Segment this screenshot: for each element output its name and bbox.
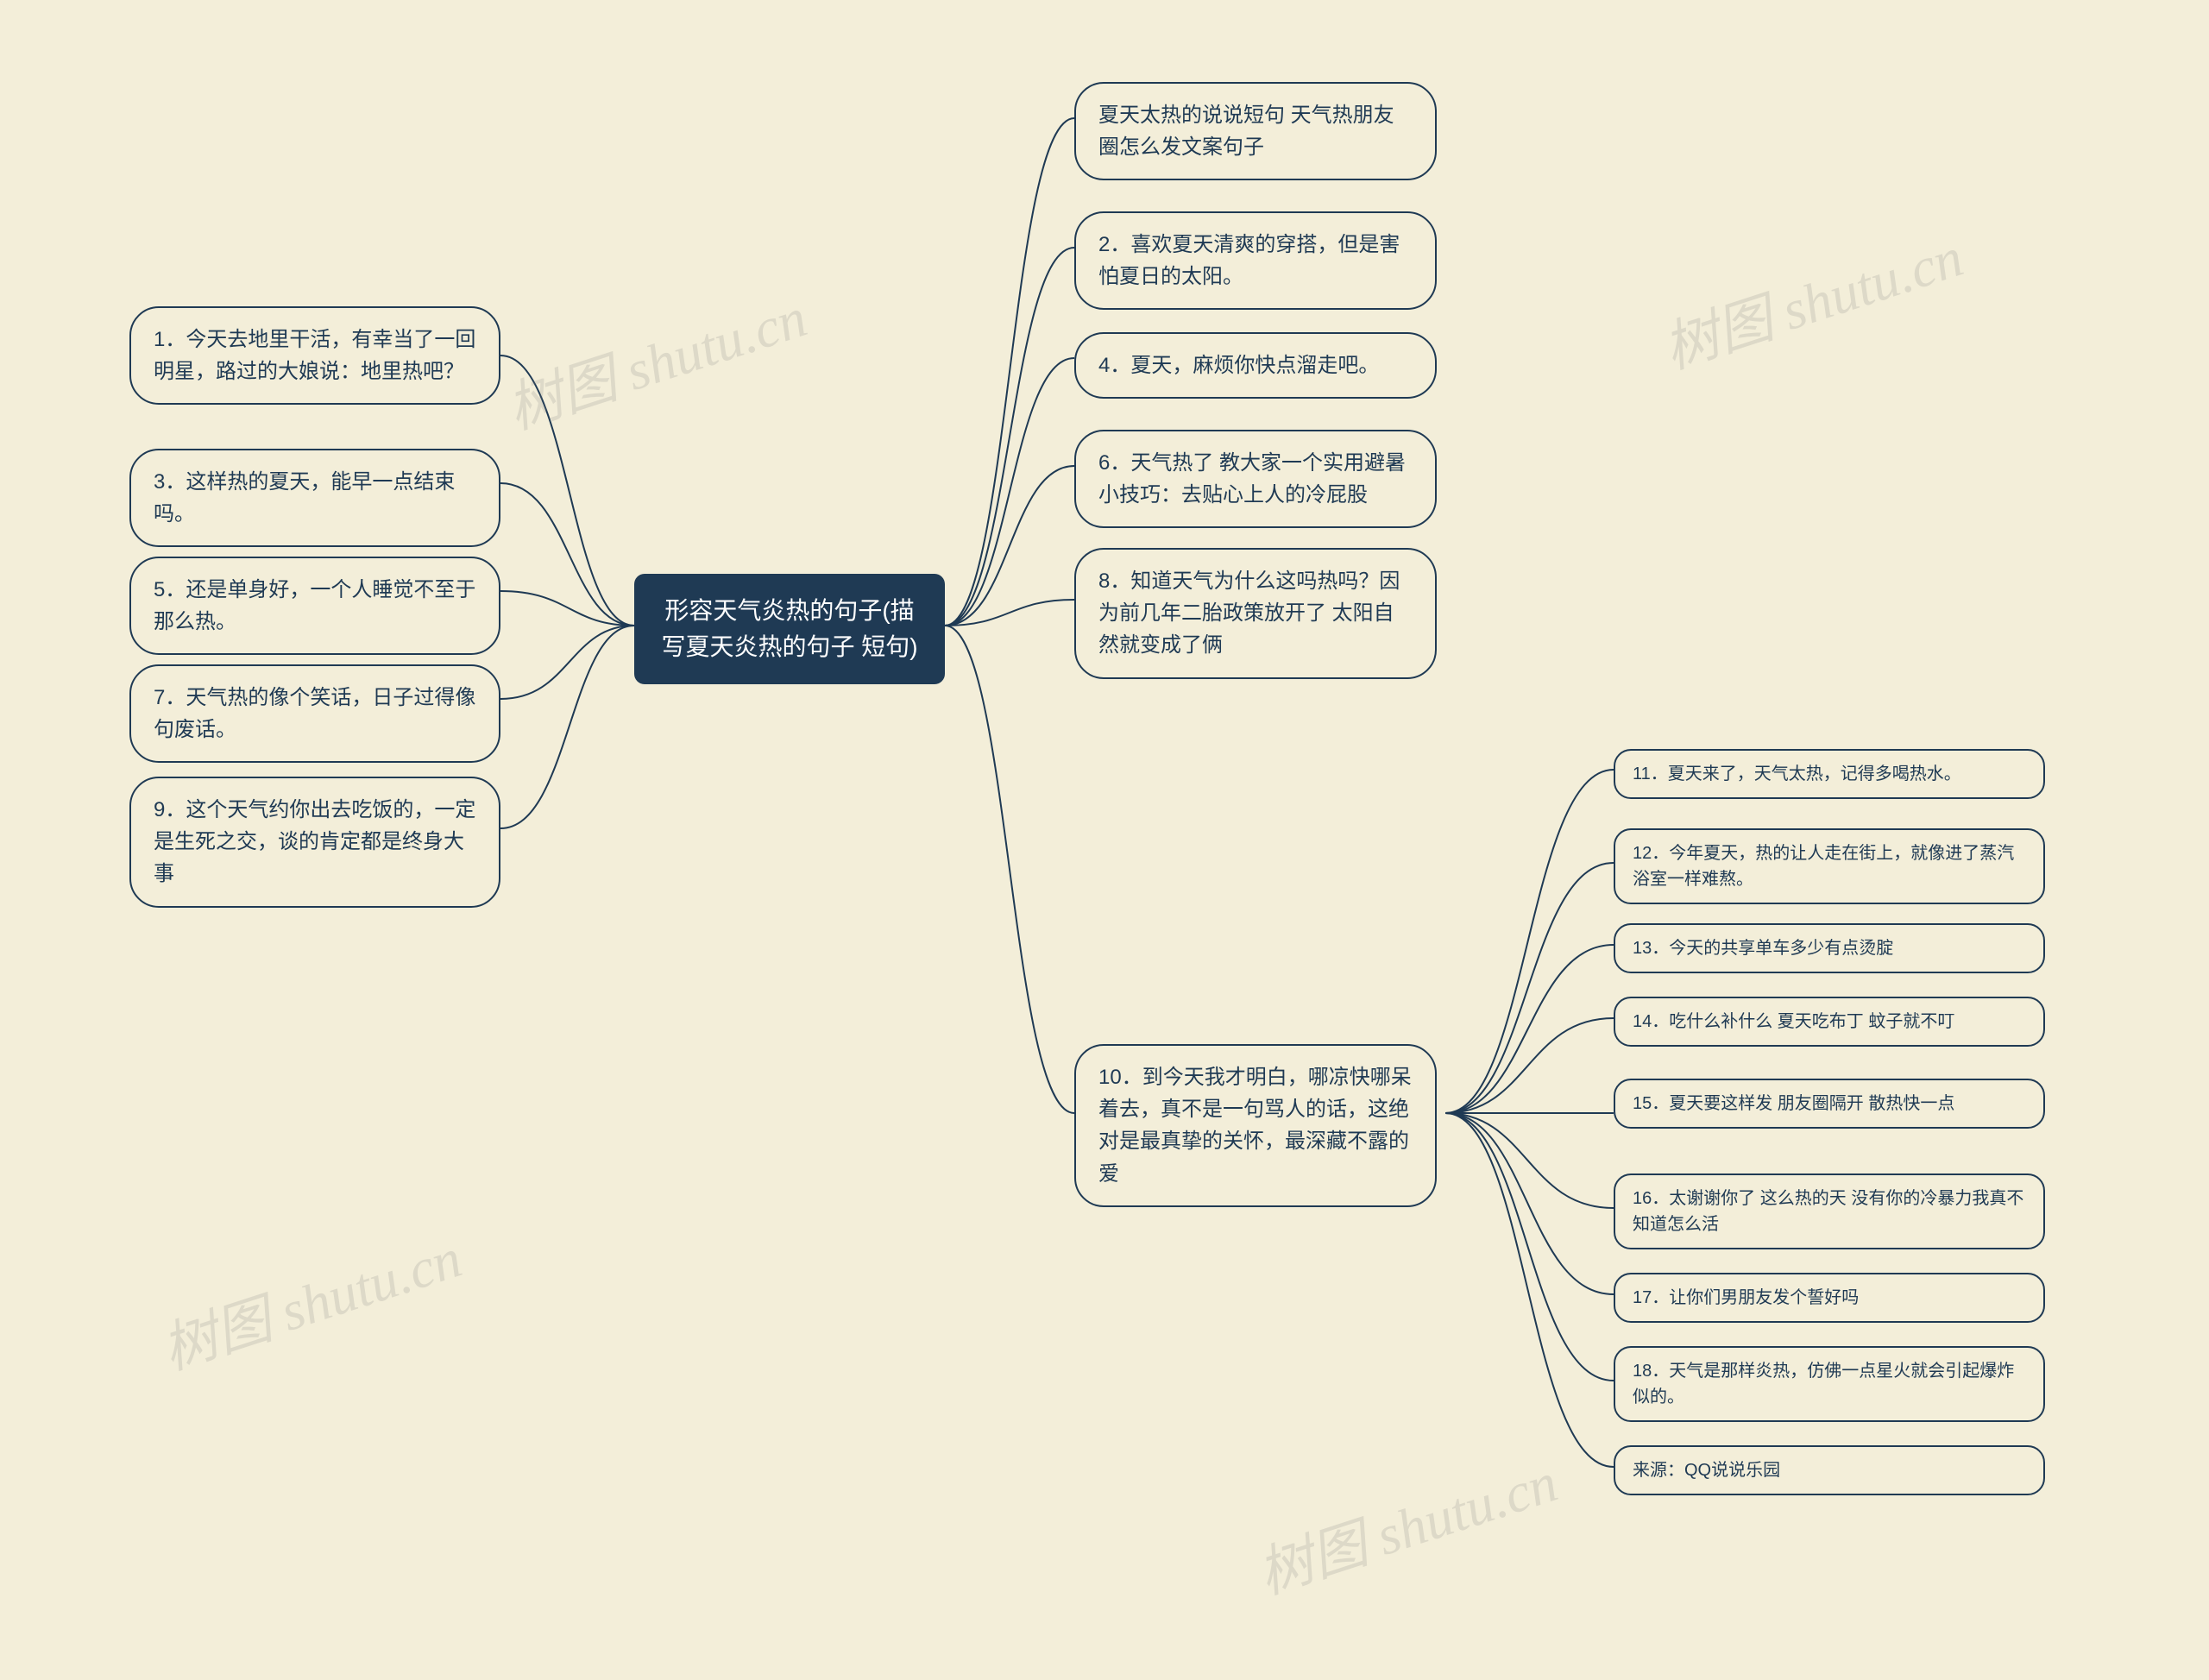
left-child-5[interactable]: 9．这个天气约你出去吃饭的，一定是生死之交，谈的肯定都是终身大事 [129, 777, 500, 908]
left-child-4[interactable]: 7．天气热的像个笑话，日子过得像句废话。 [129, 664, 500, 763]
node-label: 13．今天的共享单车多少有点烫腚 [1633, 939, 1893, 958]
node-label: 6．天气热了 教大家一个实用避暑小技巧：去贴心上人的冷屁股 [1098, 451, 1406, 507]
right-child-3[interactable]: 4．夏天，麻烦你快点溜走吧。 [1074, 332, 1437, 399]
right-child-4[interactable]: 6．天气热了 教大家一个实用避暑小技巧：去贴心上人的冷屁股 [1074, 430, 1437, 528]
leaf-source[interactable]: 来源：QQ说说乐园 [1614, 1445, 2045, 1495]
leaf-14[interactable]: 14．吃什么补什么 夏天吃布丁 蚊子就不叮 [1614, 997, 2045, 1047]
root-node[interactable]: 形容天气炎热的句子(描写夏天炎热的句子 短句) [634, 574, 945, 684]
leaf-16[interactable]: 16．太谢谢你了 这么热的天 没有你的冷暴力我真不知道怎么活 [1614, 1173, 2045, 1249]
right-child-5[interactable]: 8．知道天气为什么这吗热吗？因为前几年二胎政策放开了 太阳自然就变成了俩 [1074, 548, 1437, 679]
leaf-11[interactable]: 11．夏天来了，天气太热，记得多喝热水。 [1614, 749, 2045, 799]
node-label: 11．夏天来了，天气太热，记得多喝热水。 [1633, 764, 1961, 783]
node-label: 2．喜欢夏天清爽的穿搭，但是害怕夏日的太阳。 [1098, 233, 1400, 288]
root-label: 形容天气炎热的句子(描写夏天炎热的句子 短句) [661, 597, 917, 660]
leaf-15[interactable]: 15．夏天要这样发 朋友圈隔开 散热快一点 [1614, 1079, 2045, 1129]
watermark: 树图 shutu.cn [1247, 1438, 1566, 1609]
node-label: 14．吃什么补什么 夏天吃布丁 蚊子就不叮 [1633, 1012, 1954, 1031]
leaf-18[interactable]: 18．天气是那样炎热，仿佛一点星火就会引起爆炸似的。 [1614, 1346, 2045, 1422]
watermark: 树图 shutu.cn [151, 1214, 470, 1385]
right-child-6[interactable]: 10．到今天我才明白，哪凉快哪呆着去，真不是一句骂人的话，这绝对是最真挚的关怀，… [1074, 1044, 1437, 1207]
node-label: 9．这个天气约你出去吃饭的，一定是生死之交，谈的肯定都是终身大事 [154, 798, 475, 885]
left-child-2[interactable]: 3．这样热的夏天，能早一点结束吗。 [129, 449, 500, 547]
node-label: 12．今年夏天，热的让人走在街上，就像进了蒸汽浴室一样难熬。 [1633, 844, 2014, 889]
node-label: 8．知道天气为什么这吗热吗？因为前几年二胎政策放开了 太阳自然就变成了俩 [1098, 569, 1400, 657]
right-child-2[interactable]: 2．喜欢夏天清爽的穿搭，但是害怕夏日的太阳。 [1074, 211, 1437, 310]
node-label: 3．这样热的夏天，能早一点结束吗。 [154, 470, 455, 525]
node-label: 夏天太热的说说短句 天气热朋友圈怎么发文案句子 [1098, 104, 1394, 159]
node-label: 来源：QQ说说乐园 [1633, 1461, 1780, 1480]
node-label: 17．让你们男朋友发个誓好吗 [1633, 1288, 1859, 1307]
node-label: 16．太谢谢你了 这么热的天 没有你的冷暴力我真不知道怎么活 [1633, 1189, 2023, 1234]
watermark: 树图 shutu.cn [496, 274, 815, 444]
node-label: 4．夏天，麻烦你快点溜走吧。 [1098, 354, 1379, 377]
node-label: 5．还是单身好，一个人睡觉不至于那么热。 [154, 578, 475, 633]
node-label: 18．天气是那样炎热，仿佛一点星火就会引起爆炸似的。 [1633, 1362, 2014, 1406]
right-child-1[interactable]: 夏天太热的说说短句 天气热朋友圈怎么发文案句子 [1074, 82, 1437, 180]
watermark: 树图 shutu.cn [1652, 213, 1972, 384]
left-child-3[interactable]: 5．还是单身好，一个人睡觉不至于那么热。 [129, 557, 500, 655]
leaf-17[interactable]: 17．让你们男朋友发个誓好吗 [1614, 1273, 2045, 1323]
node-label: 7．天气热的像个笑话，日子过得像句废话。 [154, 686, 475, 741]
leaf-12[interactable]: 12．今年夏天，热的让人走在街上，就像进了蒸汽浴室一样难熬。 [1614, 828, 2045, 904]
node-label: 10．到今天我才明白，哪凉快哪呆着去，真不是一句骂人的话，这绝对是最真挚的关怀，… [1098, 1066, 1412, 1186]
node-label: 1．今天去地里干活，有幸当了一回明星，路过的大娘说：地里热吧？ [154, 328, 475, 383]
leaf-13[interactable]: 13．今天的共享单车多少有点烫腚 [1614, 923, 2045, 973]
node-label: 15．夏天要这样发 朋友圈隔开 散热快一点 [1633, 1094, 1954, 1113]
left-child-1[interactable]: 1．今天去地里干活，有幸当了一回明星，路过的大娘说：地里热吧？ [129, 306, 500, 405]
